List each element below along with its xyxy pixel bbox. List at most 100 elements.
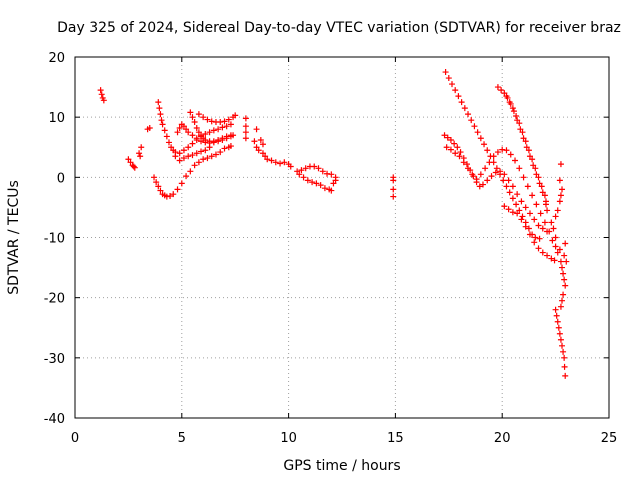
data-point	[532, 165, 539, 172]
axis-ticks: 0 5 10 15 20 25 -40 -30 -20 -10 0 10 20	[44, 51, 618, 446]
data-point	[447, 137, 454, 144]
data-point	[300, 174, 307, 181]
data-point	[193, 135, 200, 142]
data-point	[518, 198, 525, 205]
data-point	[476, 183, 483, 190]
data-point	[242, 123, 249, 130]
data-point	[454, 144, 461, 151]
data-point	[155, 99, 162, 106]
data-point	[520, 174, 527, 181]
data-point	[494, 84, 501, 91]
y-axis-label: SDTVAR / TECUs	[6, 180, 22, 295]
data-point	[479, 181, 486, 188]
data-point	[153, 179, 160, 186]
data-point	[127, 159, 134, 166]
series-sat-k	[294, 163, 339, 194]
data-point	[481, 141, 488, 148]
data-point	[442, 69, 449, 76]
data-point	[277, 160, 284, 167]
data-point	[287, 163, 294, 170]
data-point	[509, 209, 516, 216]
data-point	[210, 139, 217, 146]
data-point	[264, 156, 271, 163]
data-point	[161, 127, 168, 134]
data-point	[500, 177, 507, 184]
data-point	[185, 144, 192, 151]
data-point	[557, 336, 564, 343]
data-point	[484, 177, 491, 184]
data-point	[526, 231, 533, 238]
data-point	[560, 291, 567, 298]
data-point	[556, 330, 563, 337]
data-point	[309, 179, 316, 186]
data-point	[522, 138, 529, 145]
data-point	[174, 129, 181, 136]
data-point	[221, 118, 228, 125]
data-point	[202, 131, 209, 138]
data-point	[539, 189, 546, 196]
data-point	[227, 121, 234, 128]
data-point	[183, 173, 190, 180]
data-point	[542, 201, 549, 208]
data-point	[465, 111, 472, 118]
data-point	[125, 156, 132, 163]
data-point	[539, 249, 546, 256]
data-point	[455, 93, 462, 100]
data-point	[518, 216, 525, 223]
data-point	[519, 213, 526, 220]
y-tick-label: 20	[48, 51, 65, 66]
data-point	[330, 180, 337, 187]
data-point	[516, 165, 523, 172]
data-point	[100, 97, 107, 104]
data-point	[523, 144, 530, 151]
data-point	[535, 222, 542, 229]
data-point	[202, 147, 209, 154]
data-point	[471, 123, 478, 130]
data-point	[259, 141, 266, 148]
data-point	[482, 165, 489, 172]
data-point	[198, 138, 205, 145]
data-point	[556, 177, 563, 184]
data-point	[474, 129, 481, 136]
data-point	[447, 146, 454, 153]
data-point	[227, 143, 234, 150]
data-point	[452, 150, 459, 157]
data-point	[505, 177, 512, 184]
series-sat-o	[443, 144, 559, 250]
data-point	[556, 246, 563, 253]
data-point	[156, 105, 163, 112]
data-point	[493, 165, 500, 172]
data-point	[390, 186, 397, 193]
data-point	[193, 124, 200, 131]
data-point	[259, 150, 266, 157]
data-point	[302, 165, 309, 172]
y-tick-label: 10	[48, 111, 65, 126]
data-point	[499, 146, 506, 153]
data-point	[136, 150, 143, 157]
data-point	[319, 168, 326, 175]
data-point	[208, 118, 215, 125]
data-point	[206, 138, 213, 145]
data-point	[159, 121, 166, 128]
data-point	[215, 138, 222, 145]
data-point	[559, 264, 566, 271]
series-sat-a	[97, 87, 107, 104]
data-point	[185, 153, 192, 160]
data-point	[328, 171, 335, 178]
x-axis-label: GPS time / hours	[283, 458, 400, 474]
data-point	[541, 219, 548, 226]
data-point	[498, 87, 505, 94]
data-point	[168, 144, 175, 151]
data-point	[324, 170, 331, 177]
data-point	[200, 114, 207, 121]
data-point	[449, 81, 456, 88]
y-tick-label: -40	[44, 412, 65, 427]
x-tick-label: 0	[71, 431, 79, 446]
data-point	[441, 132, 448, 139]
data-point	[507, 151, 514, 158]
data-point	[520, 135, 527, 142]
data-point	[268, 157, 275, 164]
data-point	[189, 152, 196, 159]
data-point	[552, 306, 559, 313]
data-point	[223, 123, 230, 130]
